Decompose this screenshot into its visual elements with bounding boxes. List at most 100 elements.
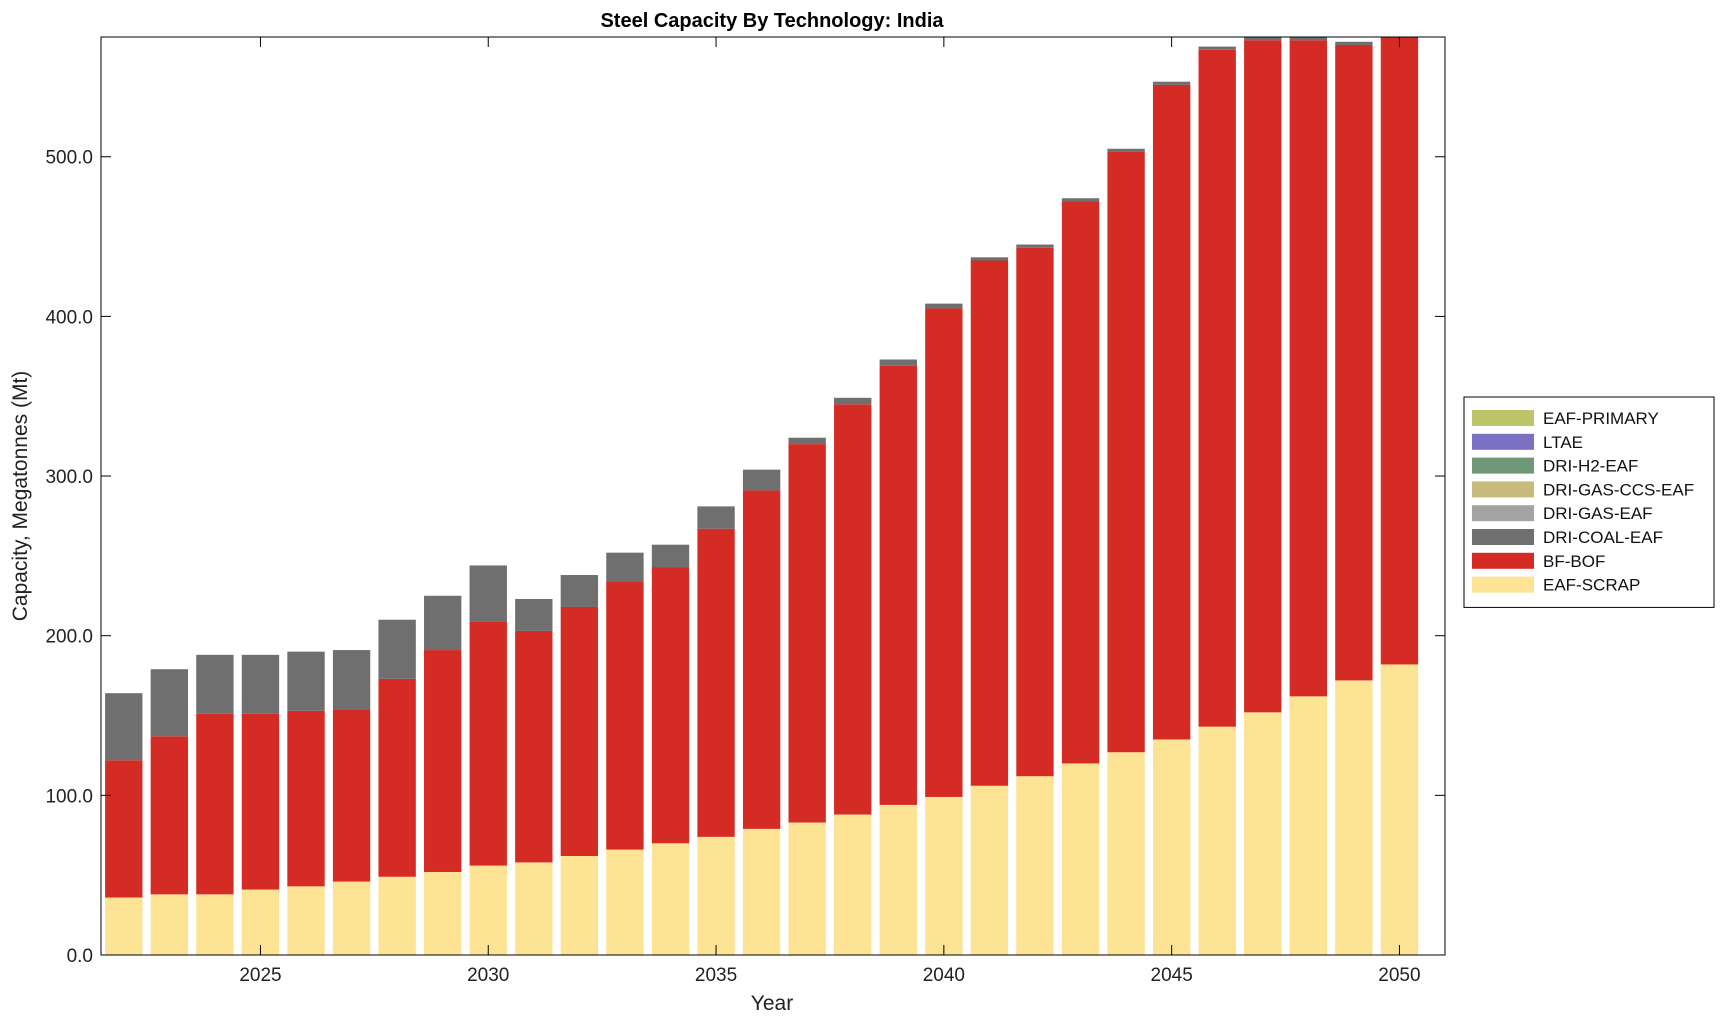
- bar-bf-bof-2031: [515, 630, 553, 863]
- bar-dri-coal-eaf-2032: [560, 575, 599, 607]
- bar-eaf-scrap-2025: [241, 889, 280, 955]
- chart-title: Steel Capacity By Technology: India: [600, 10, 944, 32]
- bar-eaf-scrap-2033: [606, 849, 644, 955]
- bar-dri-coal-eaf-2040: [925, 303, 963, 309]
- bar-dri-coal-eaf-2038: [834, 397, 872, 405]
- bar-bf-bof-2037: [788, 444, 826, 823]
- bar-bf-bof-2043: [1061, 201, 1100, 764]
- bar-eaf-scrap-2045: [1152, 739, 1191, 955]
- bar-bf-bof-2032: [560, 606, 599, 857]
- y-axis-label: Capacity, Megatonnes (Mt): [9, 371, 32, 622]
- bar-dri-coal-eaf-2028: [378, 619, 416, 679]
- legend-swatch-eaf-scrap: [1472, 576, 1534, 593]
- bar-dri-coal-eaf-2045: [1152, 81, 1191, 85]
- bar-eaf-scrap-2046: [1198, 726, 1236, 955]
- y-tick-label: 500.0: [45, 148, 93, 169]
- bar-eaf-scrap-2043: [1061, 763, 1100, 955]
- y-tick-label: 0.0: [67, 946, 93, 967]
- bar-dri-coal-eaf-2042: [1016, 244, 1054, 248]
- bar-bf-bof-2038: [834, 404, 872, 815]
- bar-eaf-scrap-2042: [1016, 776, 1054, 955]
- bar-dri-coal-eaf-2025: [241, 654, 280, 714]
- bar-dri-coal-eaf-2037: [788, 437, 826, 445]
- bar-bf-bof-2026: [287, 710, 325, 887]
- bar-eaf-scrap-2028: [378, 876, 416, 955]
- bar-eaf-scrap-2034: [651, 843, 690, 955]
- bar-eaf-scrap-2030: [469, 865, 507, 955]
- bar-bf-bof-2040: [925, 308, 963, 797]
- x-axis: 2025 2030 2035 2040 2045 2050: [239, 37, 1421, 986]
- bar-eaf-scrap-2044: [1107, 752, 1145, 955]
- bar-dri-coal-eaf-2023: [150, 669, 189, 737]
- bar-bf-bof-2049: [1335, 44, 1373, 681]
- legend-label-eaf-primary: EAF-PRIMARY: [1543, 409, 1659, 428]
- x-tick-label: 2035: [695, 965, 737, 986]
- legend-box: [1463, 396, 1715, 608]
- x-tick-label: 2045: [1151, 965, 1193, 986]
- bar-eaf-scrap-2035: [697, 836, 735, 955]
- bar-bf-bof-2030: [469, 621, 507, 866]
- bar-bf-bof-2036: [742, 490, 781, 829]
- bar-dri-coal-eaf-2027: [332, 650, 371, 710]
- legend-label-dri-gas-ccs-eaf: DRI-GAS-CCS-EAF: [1543, 480, 1694, 499]
- bar-bf-bof-2045: [1152, 84, 1191, 740]
- bar-eaf-scrap-2024: [196, 894, 234, 955]
- legend-label-eaf-scrap: EAF-SCRAP: [1543, 576, 1640, 595]
- legend-label-ltae: LTAE: [1543, 433, 1583, 452]
- bar-dri-coal-eaf-2029: [424, 595, 462, 651]
- bar-bf-bof-2039: [879, 365, 917, 805]
- bar-bf-bof-2024: [196, 713, 234, 895]
- bar-eaf-scrap-2036: [742, 828, 781, 955]
- legend-swatch-dri-h2-eaf: [1472, 457, 1534, 474]
- bar-bf-bof-2035: [697, 528, 735, 837]
- bar-dri-coal-eaf-2043: [1061, 198, 1100, 202]
- bar-dri-coal-eaf-2049: [1335, 41, 1373, 45]
- bar-eaf-scrap-2048: [1289, 696, 1327, 955]
- bar-eaf-scrap-2026: [287, 886, 325, 955]
- bar-bf-bof-2027: [332, 709, 371, 882]
- x-tick-label: 2050: [1378, 965, 1420, 986]
- legend-swatch-ltae: [1472, 433, 1534, 450]
- bar-dri-coal-eaf-2030: [469, 565, 507, 622]
- bar-dri-coal-eaf-2033: [606, 552, 644, 582]
- legend-swatch-dri-coal-eaf: [1472, 529, 1534, 545]
- bar-eaf-scrap-2031: [515, 862, 553, 955]
- bar-eaf-scrap-2022: [105, 897, 143, 955]
- legend-label-dri-h2-eaf: DRI-H2-EAF: [1543, 457, 1638, 476]
- legend-swatch-eaf-primary: [1472, 410, 1534, 426]
- bar-eaf-scrap-2027: [332, 881, 371, 955]
- y-axis: 0.0 100.0 200.0 300.0 400.0 500.0: [45, 148, 1445, 967]
- bar-dri-coal-eaf-2026: [287, 651, 325, 711]
- bar-dri-coal-eaf-2047: [1244, 37, 1282, 41]
- bar-dri-coal-eaf-2039: [879, 359, 917, 366]
- bar-dri-coal-eaf-2022: [105, 693, 143, 761]
- x-tick-label: 2025: [239, 965, 281, 986]
- bar-bf-bof-2047: [1244, 40, 1282, 713]
- bar-bf-bof-2048: [1289, 40, 1327, 697]
- y-tick-label: 200.0: [45, 627, 93, 648]
- bar-eaf-scrap-2040: [925, 796, 963, 955]
- bar-dri-coal-eaf-2035: [697, 506, 735, 529]
- legend: EAF-PRIMARY LTAE DRI-H2-EAF DRI-GAS-CCS-EAF…: [1463, 396, 1715, 608]
- bar-bf-bof-2023: [150, 736, 189, 895]
- bar-eaf-scrap-2037: [788, 822, 826, 955]
- bar-eaf-scrap-2049: [1335, 680, 1373, 955]
- x-axis-label: Year: [751, 992, 793, 1015]
- bar-bf-bof-2022: [105, 760, 143, 898]
- bar-dri-coal-eaf-2031: [515, 598, 553, 631]
- bar-eaf-scrap-2039: [879, 804, 917, 955]
- legend-swatch-bf-bof: [1472, 552, 1534, 569]
- bar-dri-coal-eaf-2044: [1107, 148, 1145, 152]
- bar-eaf-scrap-2032: [560, 856, 599, 955]
- bar-eaf-scrap-2047: [1244, 712, 1282, 955]
- bar-dri-coal-eaf-2041: [970, 257, 1009, 261]
- plot-frame: [100, 36, 1446, 956]
- legend-label-bf-bof: BF-BOF: [1543, 552, 1605, 571]
- bar-bf-bof-2050: [1380, 37, 1419, 665]
- legend-swatch-dri-gas-eaf: [1472, 505, 1534, 522]
- bar-bf-bof-2028: [378, 678, 416, 877]
- bar-dri-coal-eaf-2034: [651, 544, 690, 568]
- bar-bf-bof-2044: [1107, 151, 1145, 753]
- bar-eaf-scrap-2041: [970, 785, 1009, 955]
